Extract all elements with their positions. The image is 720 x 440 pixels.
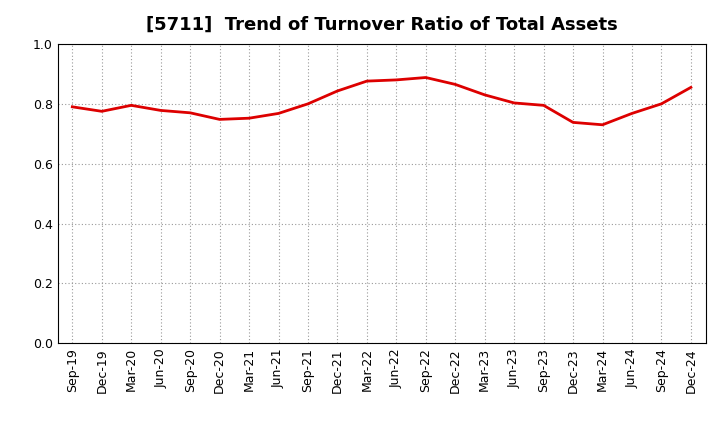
Title: [5711]  Trend of Turnover Ratio of Total Assets: [5711] Trend of Turnover Ratio of Total … xyxy=(145,16,618,34)
